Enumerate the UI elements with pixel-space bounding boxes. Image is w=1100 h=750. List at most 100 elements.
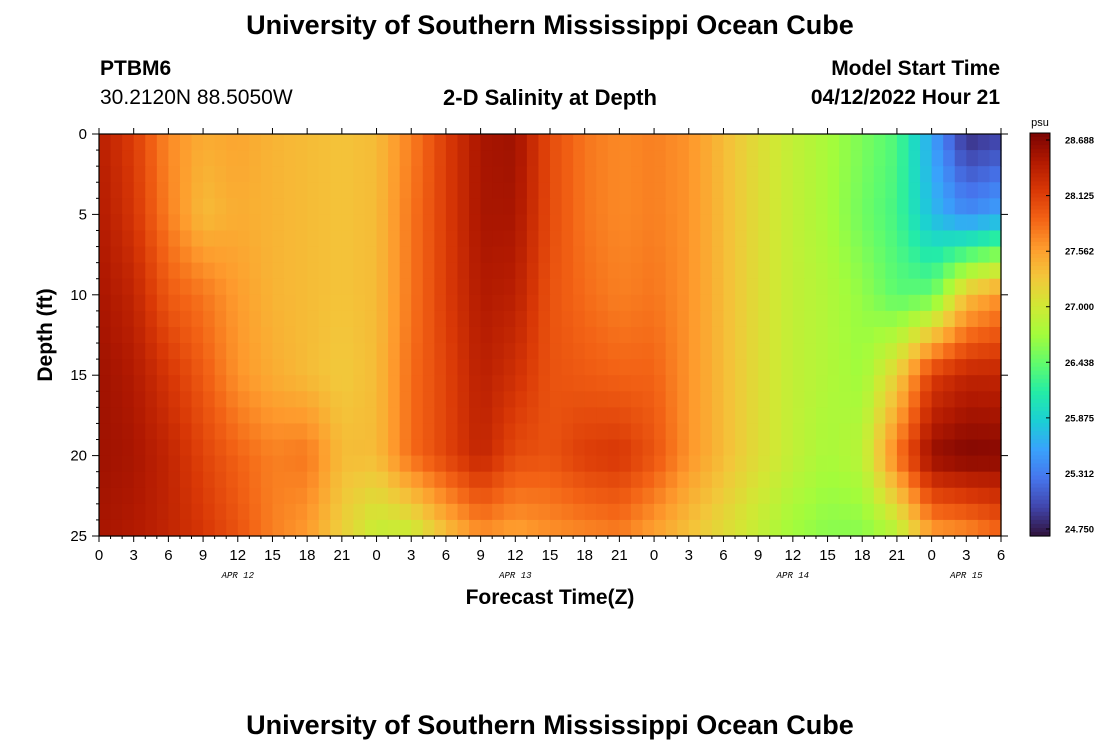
heatmap-cell: [307, 503, 320, 521]
heatmap-cell: [168, 439, 181, 457]
heatmap-cell: [561, 423, 574, 441]
heatmap-cell: [388, 294, 401, 312]
heatmap-cell: [492, 455, 505, 473]
heatmap-cell: [943, 134, 956, 151]
heatmap-cell: [179, 503, 193, 521]
heatmap-cell: [237, 310, 250, 328]
heatmap-cell: [735, 439, 748, 457]
heatmap-cell: [607, 150, 620, 167]
heatmap-cell: [931, 343, 944, 360]
colorbar-segment: [1030, 278, 1050, 283]
heatmap-cell: [538, 246, 551, 264]
heatmap-cell: [665, 198, 678, 215]
heatmap-cell: [272, 487, 285, 505]
heatmap-cell: [99, 214, 112, 232]
heatmap-cell: [989, 439, 1002, 457]
heatmap-cell: [330, 407, 343, 425]
heatmap-cell: [226, 198, 239, 215]
heatmap-cell: [434, 262, 447, 280]
heatmap-cell: [920, 310, 933, 328]
heatmap-cell: [133, 423, 146, 441]
heatmap-cell: [677, 375, 690, 392]
heatmap-cell: [885, 455, 898, 473]
heatmap-cell: [503, 182, 516, 199]
heatmap-cell: [515, 182, 528, 199]
heatmap-cell: [665, 278, 678, 296]
heatmap-cell: [920, 182, 933, 199]
heatmap-cell: [295, 455, 308, 473]
heatmap-cell: [399, 262, 412, 280]
heatmap-cell: [862, 214, 875, 232]
heatmap-cell: [954, 326, 967, 344]
heatmap-cell: [249, 503, 262, 521]
heatmap-cell: [989, 182, 1002, 199]
heatmap-cell: [237, 343, 250, 360]
heatmap-cell: [977, 246, 991, 264]
heatmap-cell: [411, 214, 424, 232]
heatmap-cell: [145, 230, 158, 248]
heatmap-cell: [700, 423, 713, 441]
heatmap-cell: [353, 262, 366, 280]
heatmap-cell: [376, 391, 389, 408]
heatmap-cell: [353, 343, 366, 360]
heatmap-cell: [723, 471, 736, 489]
x-tick-label: 21: [889, 547, 906, 564]
heatmap-cell: [989, 407, 1002, 425]
colorbar-segment: [1030, 435, 1050, 440]
heatmap-cell: [711, 150, 725, 167]
heatmap-cell: [908, 246, 921, 264]
heatmap-cell: [758, 166, 771, 183]
heatmap-cell: [203, 230, 216, 248]
heatmap-cell: [839, 455, 852, 473]
heatmap-cell: [584, 310, 597, 328]
heatmap-cell: [364, 214, 378, 232]
heatmap-cell: [99, 150, 112, 167]
heatmap-cell: [792, 503, 806, 521]
heatmap-cell: [804, 471, 817, 489]
heatmap-cell: [503, 375, 516, 392]
heatmap-cell: [226, 150, 239, 167]
heatmap-cell: [445, 278, 459, 296]
heatmap-cell: [399, 278, 412, 296]
heatmap-cell: [642, 343, 655, 360]
heatmap-cell: [237, 182, 250, 199]
heatmap-cell: [295, 487, 308, 505]
heatmap-cell: [133, 519, 146, 537]
heatmap-cell: [330, 423, 343, 441]
heatmap-cell: [550, 391, 563, 408]
heatmap-cell: [607, 246, 620, 264]
heatmap-cell: [272, 278, 285, 296]
heatmap-cell: [179, 182, 193, 199]
heatmap-cell: [862, 439, 875, 457]
heatmap-cell: [179, 343, 193, 360]
heatmap-cell: [573, 471, 586, 489]
heatmap-cell: [388, 439, 401, 457]
heatmap-cell: [873, 439, 886, 457]
heatmap-cell: [885, 391, 898, 408]
heatmap-cell: [758, 439, 771, 457]
heatmap-cell: [873, 407, 886, 425]
heatmap-cell: [99, 230, 112, 248]
heatmap-cell: [480, 439, 493, 457]
heatmap-cell: [654, 439, 667, 457]
heatmap-cell: [434, 134, 447, 151]
x-tick-label: 0: [927, 547, 935, 564]
heatmap-cell: [827, 439, 840, 457]
heatmap-cell: [445, 198, 459, 215]
heatmap-cell: [122, 487, 135, 505]
heatmap-cell: [723, 423, 736, 441]
heatmap-cell: [989, 423, 1002, 441]
day-label: APR 15: [949, 571, 983, 581]
heatmap-cell: [908, 150, 921, 167]
colorbar-segment: [1030, 407, 1050, 412]
heatmap-cell: [550, 166, 563, 183]
heatmap-cell: [931, 294, 944, 312]
heatmap-cell: [307, 230, 320, 248]
heatmap-cell: [700, 166, 713, 183]
heatmap-cell: [307, 310, 320, 328]
colorbar-segment: [1030, 515, 1050, 521]
heatmap-cell: [977, 310, 991, 328]
heatmap-cell: [850, 134, 863, 151]
heatmap-cell: [284, 150, 297, 167]
colorbar-segment: [1030, 133, 1050, 138]
